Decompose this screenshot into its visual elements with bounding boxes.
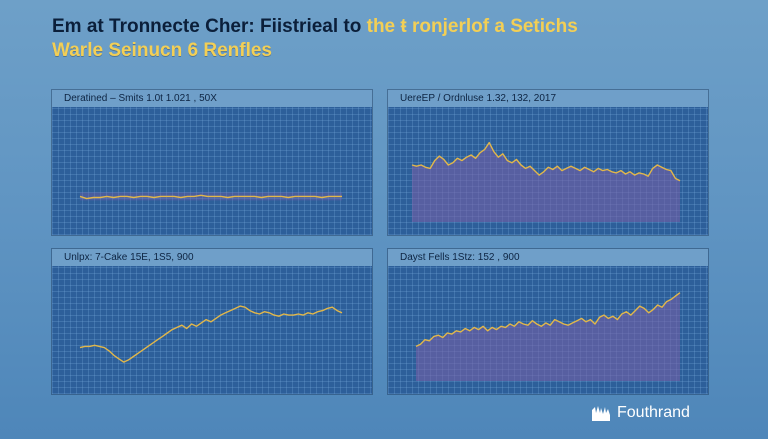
chart-panel-header [52,249,372,266]
brand: Fouthrand [590,404,690,422]
chart-panel-header [388,249,708,266]
hands-logo-icon [592,406,610,421]
title-accent: the ŧ ronjerlof a Setichs [366,16,578,37]
chart-svg [411,141,681,222]
title-main: Em at Tronnecte Cher: Fiistrieal to [52,16,362,37]
chart-panel-header [52,90,372,107]
chart-panel-4: Dayst Fells 1Stz: 152 , 900 [388,249,708,394]
series-line [415,292,681,348]
brand-name: Fouthrand [617,404,690,421]
chart-panel-2: UereEP / Ordnluse 1.32, 132, 2017 [388,90,708,235]
chart-panel-header [388,90,708,107]
page-title: Em at Tronnecte Cher: Fiistrieal to the … [52,16,578,38]
chart-title: UereEP / Ordnluse 1.32, 132, 2017 [400,93,557,104]
chart-panel-1: Deratined – Smits 1.0t 1.021 , 50X [52,90,372,235]
series-line [411,141,681,182]
chart-title: Dayst Fells 1Stz: 152 , 900 [400,252,520,263]
chart-panel-3: Unlpx: 7-Cake 15E, 1S5, 900 [52,249,372,394]
series-line [79,194,342,200]
series-area [412,142,680,222]
series-area [416,292,680,381]
chart-title: Deratined – Smits 1.0t 1.021 , 50X [64,93,217,104]
page-subtitle: Warle Seinucn 6 Renfles [52,40,272,61]
chart-svg [79,192,342,201]
chart-title: Unlpx: 7-Cake 15E, 1S5, 900 [64,252,194,263]
chart-svg [415,292,681,381]
series-line [79,305,343,363]
chart-svg [79,305,343,363]
